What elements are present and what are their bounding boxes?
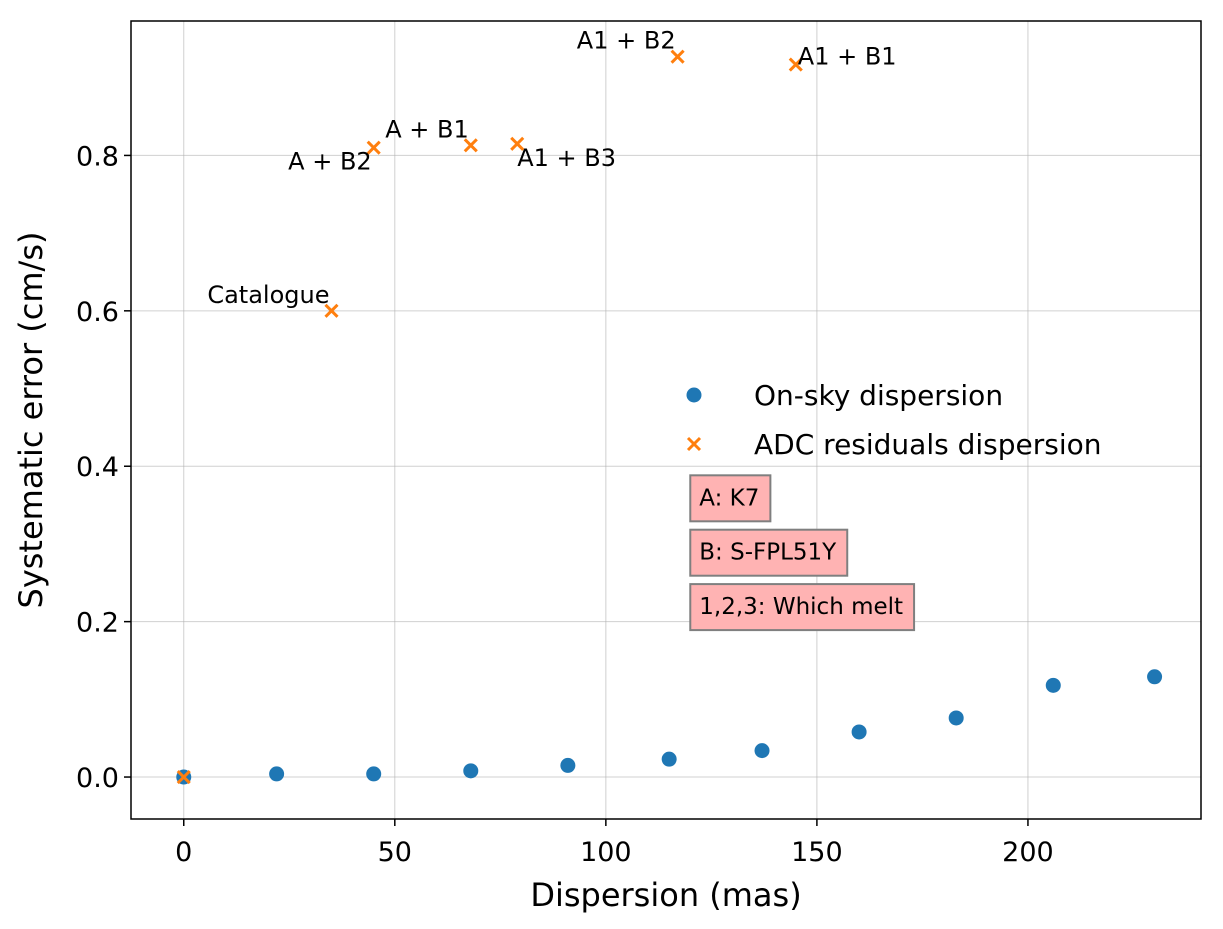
- data-point-x: [366, 140, 381, 155]
- data-point: [366, 766, 382, 782]
- data-point: [1147, 669, 1163, 685]
- grid: [131, 21, 1201, 819]
- note-box: B: S-FPL51Y: [689, 528, 849, 577]
- x-tick-label: 50: [378, 837, 412, 868]
- plot-frame: [130, 20, 1202, 820]
- legend[interactable]: On-sky dispersion ADC residuals dispersio…: [686, 379, 1102, 461]
- note-box: A: K7: [689, 474, 772, 523]
- series-2: [176, 49, 803, 785]
- point-annotation: Catalogue: [207, 281, 329, 309]
- y-tick-label: 0.6: [76, 297, 119, 328]
- x-axis-label: Dispersion (mas): [530, 876, 801, 914]
- x-tick-label: 0: [175, 837, 192, 868]
- note-text: 1,2,3: Which melt: [699, 594, 903, 620]
- legend-marker-circle: [686, 387, 702, 403]
- y-tick-label: 0.2: [76, 608, 119, 639]
- series-1: [176, 669, 1163, 785]
- note-box-bg: [689, 474, 772, 523]
- data-point: [269, 766, 285, 782]
- data-point: [560, 757, 576, 773]
- note-box: 1,2,3: Which melt: [689, 583, 916, 632]
- data-point: [1045, 677, 1061, 693]
- legend-item[interactable]: On-sky dispersion: [686, 379, 1004, 412]
- point-annotations: Catalogue A + B2 A + B1 A1 + B3 A1 + B2 A1 + …: [207, 27, 896, 309]
- legend-label: On-sky dispersion: [754, 379, 1003, 412]
- legend-marker-x: [686, 436, 702, 452]
- point-annotation: A1 + B3: [517, 144, 616, 172]
- axes: 0 50 100 150 200 0.0 0.2 0.4 0.6 0.8: [76, 141, 1054, 868]
- x-tick-label: 100: [580, 837, 632, 868]
- data-point: [754, 743, 770, 759]
- note-box-bg: [689, 528, 849, 577]
- note-boxes: A: K7 B: S-FPL51Y 1,2,3: Which melt: [689, 474, 916, 632]
- legend-label: ADC residuals dispersion: [754, 428, 1102, 461]
- legend-item[interactable]: ADC residuals dispersion: [686, 428, 1102, 461]
- x-tick-label: 150: [791, 837, 843, 868]
- data-point-x: [510, 136, 525, 151]
- data-point: [463, 763, 479, 779]
- data-point-x: [670, 49, 685, 64]
- y-tick-label: 0.4: [76, 452, 119, 483]
- data-point-x: [176, 769, 191, 785]
- y-axis-label: Systematic error (cm/s): [12, 232, 50, 609]
- note-text: A: K7: [699, 485, 759, 511]
- note-text: B: S-FPL51Y: [699, 540, 837, 566]
- y-tick-label: 0.0: [76, 763, 119, 794]
- point-annotation: A1 + B1: [798, 43, 897, 71]
- y-tick-label: 0.8: [76, 141, 119, 172]
- data-point: [851, 724, 867, 740]
- data-point-x: [788, 57, 803, 72]
- point-annotation: A + B2: [288, 148, 372, 176]
- x-tick-label: 200: [1002, 837, 1054, 868]
- note-box-bg: [689, 583, 916, 632]
- data-point: [661, 751, 677, 767]
- data-point: [948, 710, 964, 726]
- data-point-x: [463, 138, 478, 153]
- data-point-x: [324, 303, 339, 318]
- point-annotation: A1 + B2: [577, 27, 676, 55]
- plot-area: [176, 49, 1163, 785]
- point-annotation: A + B1: [385, 115, 469, 143]
